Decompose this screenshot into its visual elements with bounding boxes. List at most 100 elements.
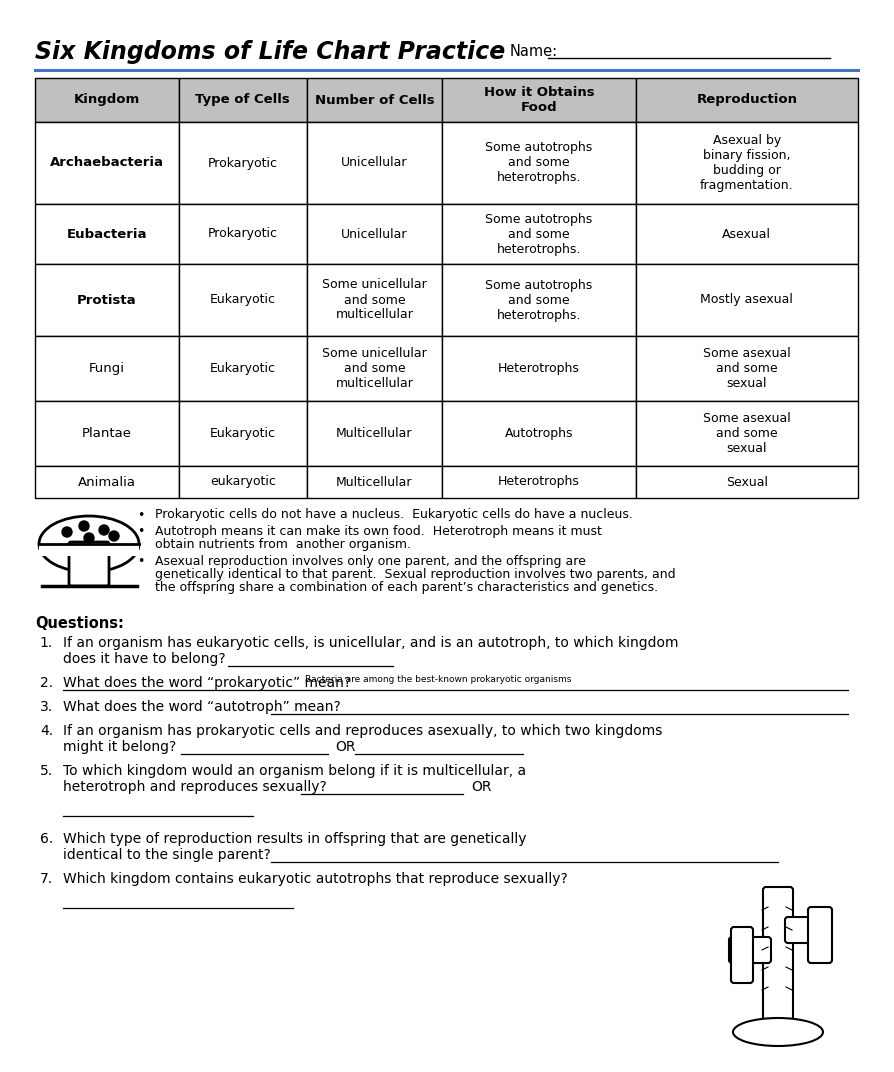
Bar: [636, 122, 858, 204]
Text: If an organism has eukaryotic cells, is unicellular, and is an autotroph, to whi: If an organism has eukaryotic cells, is …: [63, 636, 679, 650]
Circle shape: [79, 521, 89, 531]
Text: Asexual by
binary fission,
budding or
fragmentation.: Asexual by binary fission, budding or fr…: [700, 134, 794, 192]
Bar: [443, 264, 636, 336]
Text: 4.: 4.: [40, 724, 53, 738]
Ellipse shape: [733, 1018, 823, 1046]
Text: heterotroph and reproduces sexually?: heterotroph and reproduces sexually?: [63, 780, 326, 794]
Text: Type of Cells: Type of Cells: [196, 93, 291, 106]
Bar: [636, 204, 858, 264]
Bar: [443, 401, 636, 466]
Text: Mostly asexual: Mostly asexual: [701, 294, 793, 307]
Text: If an organism has prokaryotic cells and reproduces asexually, to which two king: If an organism has prokaryotic cells and…: [63, 724, 662, 738]
Text: Fungi: Fungi: [89, 362, 125, 375]
Text: Some autotrophs
and some
heterotrophs.: Some autotrophs and some heterotrophs.: [485, 142, 593, 184]
Bar: [307, 264, 443, 336]
Text: Autotrophs: Autotrophs: [505, 427, 573, 440]
Text: What does the word “prokaryotic” mean?: What does the word “prokaryotic” mean?: [63, 676, 351, 690]
Text: eukaryotic: eukaryotic: [210, 476, 275, 489]
Text: does it have to belong?: does it have to belong?: [63, 652, 225, 666]
Text: 6.: 6.: [39, 832, 53, 846]
Bar: [35, 466, 179, 498]
Text: Unicellular: Unicellular: [342, 227, 408, 240]
Text: obtain nutrients from  another organism.: obtain nutrients from another organism.: [155, 538, 411, 551]
Text: To which kingdom would an organism belong if it is multicellular, a: To which kingdom would an organism belon…: [63, 764, 527, 778]
Text: Sexual: Sexual: [726, 476, 768, 489]
Text: Animalia: Animalia: [78, 476, 136, 489]
Text: •: •: [138, 525, 145, 538]
Text: Reproduction: Reproduction: [696, 93, 797, 106]
FancyBboxPatch shape: [763, 887, 793, 1023]
Text: Archaebacteria: Archaebacteria: [50, 157, 164, 169]
Bar: [35, 204, 179, 264]
Text: Autotroph means it can make its own food.  Heterotroph means it must: Autotroph means it can make its own food…: [155, 524, 602, 537]
FancyBboxPatch shape: [808, 907, 832, 963]
Circle shape: [84, 533, 94, 544]
Text: Eubacteria: Eubacteria: [67, 227, 148, 240]
Text: Which kingdom contains eukaryotic autotrophs that reproduce sexually?: Which kingdom contains eukaryotic autotr…: [63, 872, 568, 885]
Bar: [35, 78, 179, 122]
Text: Some asexual
and some
sexual: Some asexual and some sexual: [703, 412, 791, 455]
Bar: [179, 122, 307, 204]
Text: Heterotrophs: Heterotrophs: [498, 476, 580, 489]
Text: Questions:: Questions:: [35, 616, 124, 631]
Bar: [35, 122, 179, 204]
Text: Some unicellular
and some
multicellular: Some unicellular and some multicellular: [322, 347, 426, 390]
Text: Multicellular: Multicellular: [336, 476, 413, 489]
Circle shape: [99, 525, 109, 535]
Bar: [39, 544, 139, 556]
Text: the offspring share a combination of each parent’s characteristics and genetics.: the offspring share a combination of eac…: [155, 581, 658, 595]
Text: genetically identical to that parent.  Sexual reproduction involves two parents,: genetically identical to that parent. Se…: [155, 568, 676, 581]
Text: OR: OR: [471, 780, 492, 794]
Text: Some autotrophs
and some
heterotrophs.: Some autotrophs and some heterotrophs.: [485, 212, 593, 255]
Bar: [636, 264, 858, 336]
Circle shape: [62, 527, 72, 537]
Text: 7.: 7.: [40, 872, 53, 885]
Bar: [307, 204, 443, 264]
Bar: [35, 264, 179, 336]
Text: Kingdom: Kingdom: [74, 93, 140, 106]
Text: Protista: Protista: [77, 294, 137, 307]
Bar: [179, 264, 307, 336]
Text: identical to the single parent?: identical to the single parent?: [63, 848, 271, 862]
Text: Some autotrophs
and some
heterotrophs.: Some autotrophs and some heterotrophs.: [485, 279, 593, 322]
Bar: [636, 401, 858, 466]
Bar: [307, 122, 443, 204]
Text: Number of Cells: Number of Cells: [315, 93, 434, 106]
FancyBboxPatch shape: [785, 917, 829, 943]
Ellipse shape: [39, 516, 139, 572]
Bar: [307, 78, 443, 122]
Text: 1.: 1.: [39, 636, 53, 650]
Bar: [443, 336, 636, 401]
Text: •: •: [138, 555, 145, 568]
Text: Some unicellular
and some
multicellular: Some unicellular and some multicellular: [322, 279, 426, 322]
Bar: [636, 336, 858, 401]
Text: Name:: Name:: [510, 45, 558, 60]
Text: What does the word “autotroph” mean?: What does the word “autotroph” mean?: [63, 700, 341, 714]
Circle shape: [109, 531, 119, 541]
FancyBboxPatch shape: [729, 937, 771, 963]
Text: Prokaryotic cells do not have a nucleus.  Eukaryotic cells do have a nucleus.: Prokaryotic cells do not have a nucleus.…: [155, 508, 633, 521]
Text: Which type of reproduction results in offspring that are genetically: Which type of reproduction results in of…: [63, 832, 527, 846]
FancyBboxPatch shape: [69, 542, 109, 586]
Bar: [307, 336, 443, 401]
Bar: [179, 466, 307, 498]
Bar: [636, 78, 858, 122]
Bar: [443, 122, 636, 204]
Text: Prokaryotic: Prokaryotic: [207, 157, 278, 169]
Bar: [443, 466, 636, 498]
Text: Plantae: Plantae: [82, 427, 132, 440]
Text: Heterotrophs: Heterotrophs: [498, 362, 580, 375]
Bar: [443, 204, 636, 264]
Bar: [179, 336, 307, 401]
Text: OR: OR: [335, 740, 356, 754]
Text: Asexual: Asexual: [722, 227, 772, 240]
Bar: [307, 466, 443, 498]
Text: How it Obtains
Food: How it Obtains Food: [484, 86, 595, 114]
Text: Multicellular: Multicellular: [336, 427, 413, 440]
Text: Unicellular: Unicellular: [342, 157, 408, 169]
Bar: [179, 401, 307, 466]
Text: Six Kingdoms of Life Chart Practice: Six Kingdoms of Life Chart Practice: [35, 40, 505, 64]
Text: might it belong?: might it belong?: [63, 740, 176, 754]
Text: Some asexual
and some
sexual: Some asexual and some sexual: [703, 347, 791, 390]
Text: Prokaryotic: Prokaryotic: [207, 227, 278, 240]
